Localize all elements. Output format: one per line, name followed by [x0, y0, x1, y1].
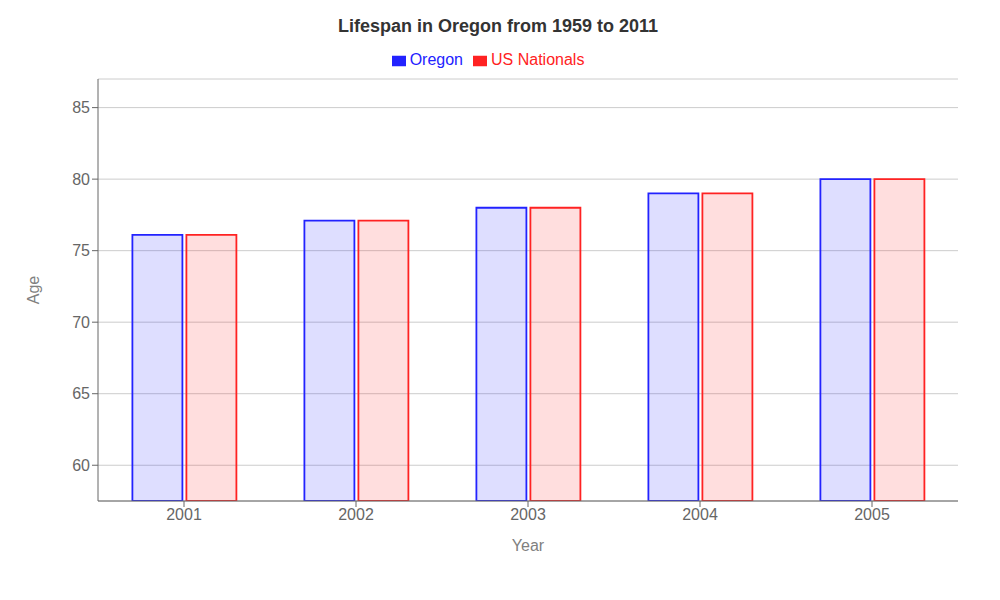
html-text:US Nationals: US Nationals [491, 51, 585, 68]
svg-text:80: 80 [72, 171, 90, 188]
html-text:Oregon: Oregon [409, 51, 463, 68]
svg-text:60: 60 [72, 457, 90, 474]
svg-text:2002: 2002 [338, 506, 374, 523]
svg-text:85: 85 [72, 99, 90, 116]
svg-text:65: 65 [72, 385, 90, 402]
svg-text:2005: 2005 [854, 506, 890, 523]
svg-text:2004: 2004 [682, 506, 718, 523]
svg-text:2003: 2003 [510, 506, 546, 523]
svg-text:2001: 2001 [166, 506, 202, 523]
svg-text:Age: Age [25, 276, 42, 305]
svg-text:Year: Year [512, 537, 545, 554]
svg-text:75: 75 [72, 242, 90, 259]
svg-text:70: 70 [72, 314, 90, 331]
html-text:Lifespan in Oregon from 1959 t: Lifespan in Oregon from 1959 to 2011 [337, 16, 658, 36]
